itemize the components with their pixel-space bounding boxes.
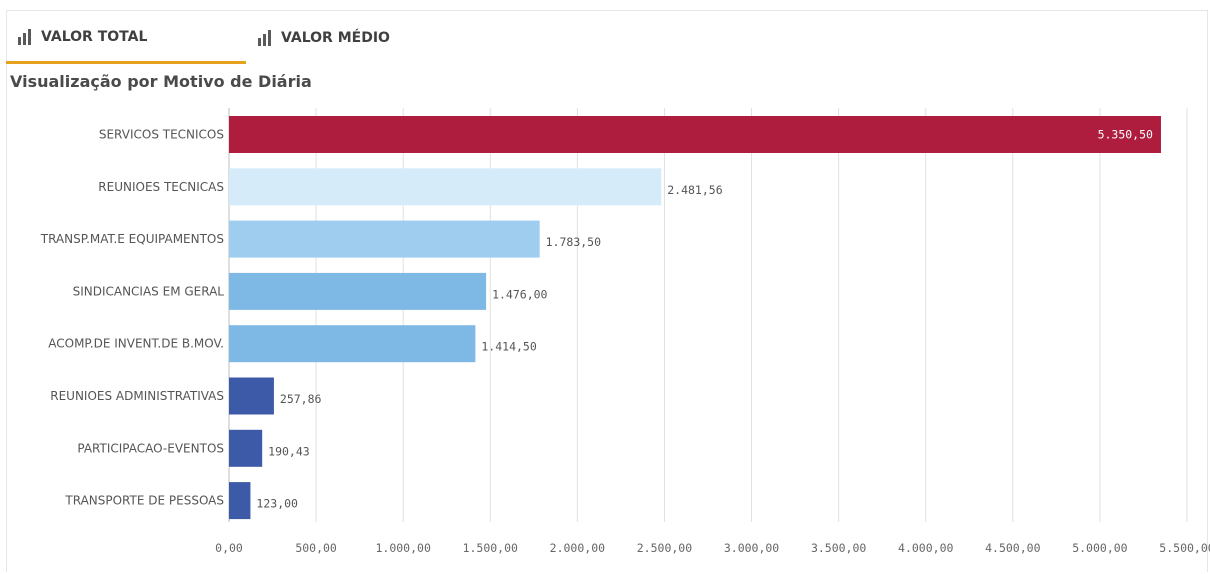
bar — [229, 220, 540, 258]
x-tick-label: 3.500,00 — [811, 541, 866, 555]
bar — [229, 116, 1161, 153]
bar — [229, 429, 263, 467]
x-tick-label: 500,00 — [295, 541, 337, 555]
chart-panel — [6, 10, 1208, 572]
data-label: 1.476,00 — [492, 287, 547, 301]
tab-bar: VALOR TOTAL VALOR MÉDIO — [6, 12, 1208, 64]
x-tick-label: 4.500,00 — [985, 541, 1040, 555]
bar — [229, 168, 662, 206]
tab-label: VALOR MÉDIO — [281, 30, 390, 46]
data-label: 2.481,56 — [667, 183, 722, 197]
x-tick-label: 2.500,00 — [637, 541, 692, 555]
category-label: TRANSPORTE DE PESSOAS — [64, 494, 224, 508]
category-label: SERVICOS TECNICOS — [99, 128, 224, 142]
category-label: REUNIOES ADMINISTRATIVAS — [50, 389, 224, 403]
data-label: 1.414,50 — [481, 340, 536, 354]
category-label: REUNIOES TECNICAS — [98, 180, 224, 194]
bar — [229, 325, 476, 363]
data-label: 257,86 — [280, 392, 322, 406]
x-tick-label: 1.500,00 — [463, 541, 518, 555]
bar-chart-icon — [18, 28, 31, 45]
x-tick-label: 3.000,00 — [724, 541, 779, 555]
x-tick-label: 1.000,00 — [375, 541, 430, 555]
category-label: ACOMP.DE INVENT.DE B.MOV. — [48, 337, 224, 351]
tab-valor-medio[interactable]: VALOR MÉDIO — [258, 12, 458, 64]
data-label: 5.350,50 — [1098, 128, 1153, 142]
tab-valor-total[interactable]: VALOR TOTAL — [6, 12, 246, 64]
category-label: TRANSP.MAT.E EQUIPAMENTOS — [40, 232, 224, 246]
x-tick-label: 0,00 — [215, 541, 243, 555]
bar — [229, 377, 274, 415]
x-tick-label: 4.000,00 — [898, 541, 953, 555]
tab-label: VALOR TOTAL — [41, 28, 148, 45]
data-label: 1.783,50 — [546, 235, 601, 249]
data-label: 190,43 — [268, 444, 310, 458]
chart-title: Visualização por Motivo de Diária — [10, 72, 312, 91]
bar-chart-icon — [258, 30, 271, 46]
bar — [229, 482, 251, 520]
category-label: SINDICANCIAS EM GERAL — [73, 284, 225, 298]
x-tick-label: 5.500,00 — [1159, 541, 1210, 555]
data-label: 123,00 — [256, 497, 298, 511]
bar — [229, 272, 487, 310]
x-tick-label: 2.000,00 — [550, 541, 605, 555]
category-label: PARTICIPACAO-EVENTOS — [77, 441, 224, 455]
x-tick-label: 5.000,00 — [1072, 541, 1127, 555]
